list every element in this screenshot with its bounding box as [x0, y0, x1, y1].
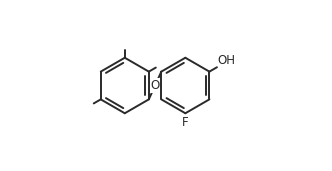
- Text: OH: OH: [217, 54, 235, 67]
- Text: O: O: [150, 79, 160, 92]
- Text: F: F: [182, 116, 189, 129]
